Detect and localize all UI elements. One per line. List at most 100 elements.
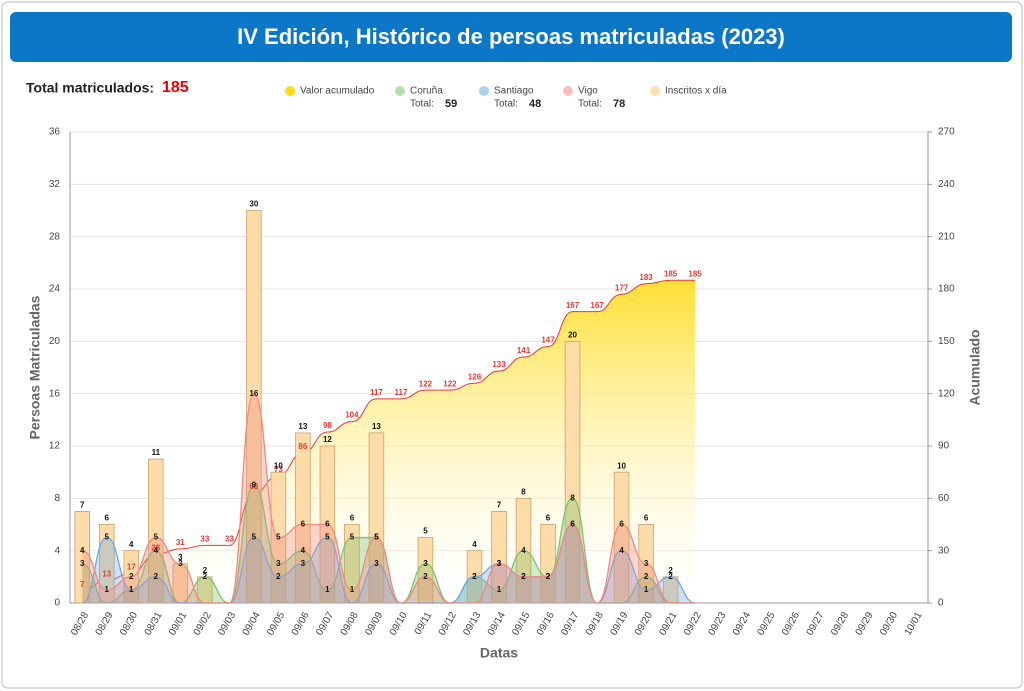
bar-label: 10 [617, 461, 626, 470]
bar-label: 7 [497, 501, 502, 510]
bar-label: 6 [105, 514, 110, 523]
title: IV Edición, Histórico de persoas matricu… [237, 24, 785, 49]
bar-label: 11 [152, 448, 161, 457]
legend-swatch [563, 86, 573, 96]
area-label: 2 [521, 572, 526, 581]
legend-swatch [650, 86, 660, 96]
bar-label: 6 [644, 514, 649, 523]
acc-label: 185 [664, 269, 678, 278]
bar [246, 210, 262, 604]
area-label: 4 [80, 546, 85, 555]
area-label: 5 [374, 533, 379, 542]
legend-label: Inscritos x día [665, 86, 727, 97]
area-label: 2 [154, 572, 159, 581]
legend-label: Coruña [410, 86, 443, 97]
y2-tick-label: 150 [938, 336, 955, 347]
area [82, 393, 696, 603]
y2-axis-title: Acumulado [967, 329, 983, 405]
area-label: 5 [154, 533, 159, 542]
area-label: 2 [423, 572, 428, 581]
area-label: 4 [619, 546, 624, 555]
y-axis-title: Persoas Matriculadas [27, 295, 43, 439]
y-tick-label: 36 [49, 127, 61, 138]
area-label: 2 [129, 572, 134, 581]
area-label: 2 [472, 572, 477, 581]
area-label: 6 [325, 520, 330, 529]
y-tick-label: 32 [49, 179, 61, 190]
area-label: 2 [546, 572, 551, 581]
legend-label: Vigo [578, 86, 598, 97]
acc-line [82, 279, 696, 592]
y2-tick-label: 90 [938, 441, 950, 452]
y2-tick-label: 210 [938, 231, 955, 242]
y-tick-label: 8 [54, 493, 60, 504]
x-axis-title: Datas [480, 645, 518, 661]
area-label: 5 [325, 533, 330, 542]
area-label: 2 [668, 572, 673, 581]
bar-label: 8 [521, 487, 526, 496]
area-label: 1 [350, 585, 355, 594]
bar [295, 432, 311, 604]
area-label: 1 [497, 585, 502, 594]
acc-label: 185 [688, 269, 702, 278]
area-label: 1 [129, 585, 134, 594]
acc-area [82, 280, 696, 603]
area-label: 3 [497, 559, 502, 568]
area-label: 3 [423, 559, 428, 568]
bar-label: 12 [323, 435, 332, 444]
bar-label: 13 [372, 422, 381, 431]
area-label: 5 [374, 533, 379, 542]
acc-label: 28 [151, 543, 160, 552]
acc-label: 13 [102, 569, 111, 578]
acc-label: 86 [298, 442, 307, 451]
y2-tick-label: 0 [938, 598, 944, 609]
bar-label: 4 [129, 540, 134, 549]
legend-total-label: Total: [410, 99, 434, 110]
area-label: 3 [178, 559, 183, 568]
area-label: 5 [350, 533, 355, 542]
legend-swatch [479, 86, 489, 96]
bar-label: 2 [203, 566, 208, 575]
bar [368, 432, 385, 604]
acc-label: 33 [225, 535, 234, 544]
acc-label: 117 [394, 388, 407, 397]
area-label: 16 [249, 389, 258, 398]
y-tick-label: 4 [54, 545, 60, 556]
area-label: 3 [301, 559, 306, 568]
acc-label: 7 [80, 580, 85, 589]
area-label: 9 [252, 480, 257, 489]
area-label: 8 [570, 493, 575, 502]
acc-label: 31 [176, 538, 185, 547]
area-label: 5 [276, 533, 281, 542]
area-label: 1 [105, 585, 110, 594]
area-label: 4 [154, 546, 159, 555]
y-tick-label: 24 [49, 284, 61, 295]
y-tick-label: 20 [49, 336, 61, 347]
bar-label: 6 [546, 514, 551, 523]
acc-label: 63 [249, 482, 258, 491]
area-label: 1 [325, 585, 330, 594]
acc-label: 177 [615, 283, 629, 292]
acc-label: 122 [443, 379, 457, 388]
acc-label: 133 [492, 360, 506, 369]
area-label: 3 [276, 559, 281, 568]
acc-label: 98 [323, 421, 332, 430]
y2-tick-label: 270 [938, 127, 955, 138]
y-tick-label: 28 [49, 231, 61, 242]
bar [148, 458, 164, 604]
legend-total: 48 [529, 98, 541, 110]
area-label: 5 [252, 533, 257, 542]
acc-label: 167 [590, 301, 604, 310]
total-value: 185 [162, 79, 189, 96]
acc-label: 183 [639, 273, 653, 282]
bar-label: 5 [423, 527, 428, 536]
bar-label: 4 [472, 540, 477, 549]
area-label: 2 [644, 572, 649, 581]
y-tick-label: 12 [49, 441, 61, 452]
legend-swatch [285, 86, 295, 96]
area-label: 5 [105, 533, 110, 542]
acc-label: 122 [419, 379, 433, 388]
legend-label: Valor acumulado [300, 86, 375, 97]
bar [564, 340, 581, 604]
